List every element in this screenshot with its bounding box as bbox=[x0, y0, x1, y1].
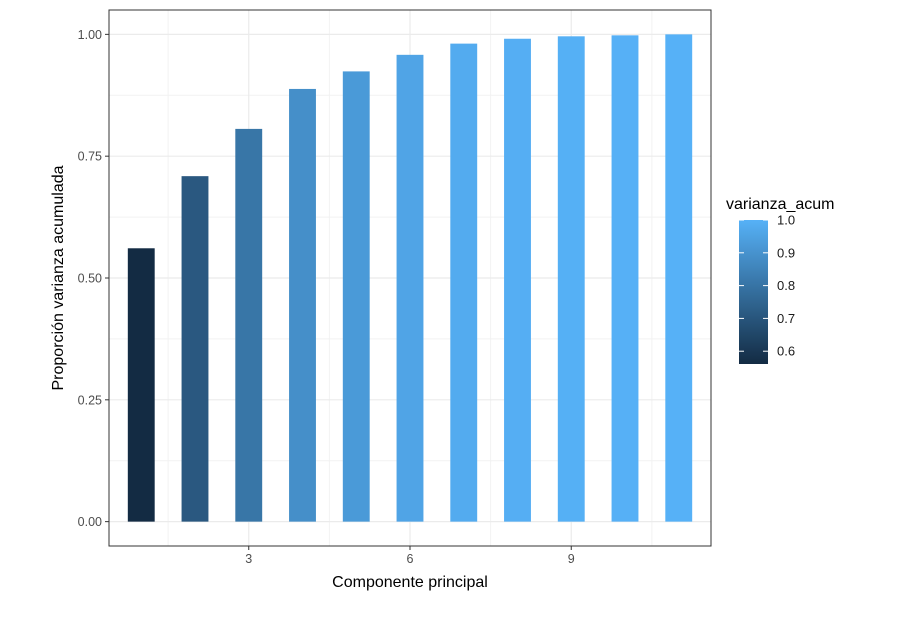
bar bbox=[235, 128, 263, 522]
x-tick-label: 9 bbox=[568, 552, 575, 566]
bar bbox=[127, 248, 155, 522]
legend-label: 0.7 bbox=[777, 311, 795, 326]
x-tick-label: 6 bbox=[407, 552, 414, 566]
legend-colorbar bbox=[739, 220, 768, 364]
x-tick-label: 3 bbox=[245, 552, 252, 566]
bar bbox=[289, 88, 316, 522]
bar bbox=[504, 38, 531, 522]
bar bbox=[665, 34, 693, 522]
x-axis-title: Componente principal bbox=[332, 574, 488, 591]
legend-label: 0.9 bbox=[777, 245, 795, 260]
bar bbox=[396, 54, 424, 522]
legend-label: 0.8 bbox=[777, 278, 795, 293]
bar bbox=[450, 43, 478, 522]
bar bbox=[557, 36, 585, 522]
legend: varianza_acum 0.6 0.7 0.8 0.9 1.0 bbox=[726, 196, 835, 364]
y-tick-label: 0.75 bbox=[78, 150, 102, 164]
y-tick-label: 0.50 bbox=[78, 272, 102, 286]
y-axis: 0.00 0.25 0.50 0.75 1.00 bbox=[78, 28, 109, 529]
bar bbox=[181, 176, 209, 522]
legend-label: 1.0 bbox=[777, 213, 795, 228]
y-axis-title: Proporción varianza acumulada bbox=[50, 165, 67, 390]
x-axis: 3 6 9 bbox=[245, 546, 575, 566]
bar bbox=[342, 71, 370, 522]
legend-label: 0.6 bbox=[777, 344, 795, 359]
y-tick-label: 1.00 bbox=[78, 28, 102, 42]
y-tick-label: 0.25 bbox=[78, 393, 102, 407]
y-tick-label: 0.00 bbox=[78, 515, 102, 529]
legend-ticks: 0.6 0.7 0.8 0.9 1.0 bbox=[739, 213, 795, 359]
legend-title: varianza_acum bbox=[726, 196, 835, 213]
bar bbox=[611, 35, 639, 522]
bars bbox=[127, 34, 693, 522]
